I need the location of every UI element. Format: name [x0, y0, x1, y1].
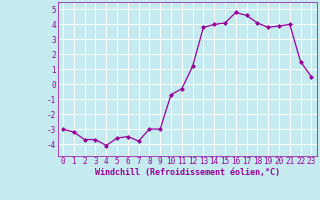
X-axis label: Windchill (Refroidissement éolien,°C): Windchill (Refroidissement éolien,°C)	[95, 168, 280, 177]
